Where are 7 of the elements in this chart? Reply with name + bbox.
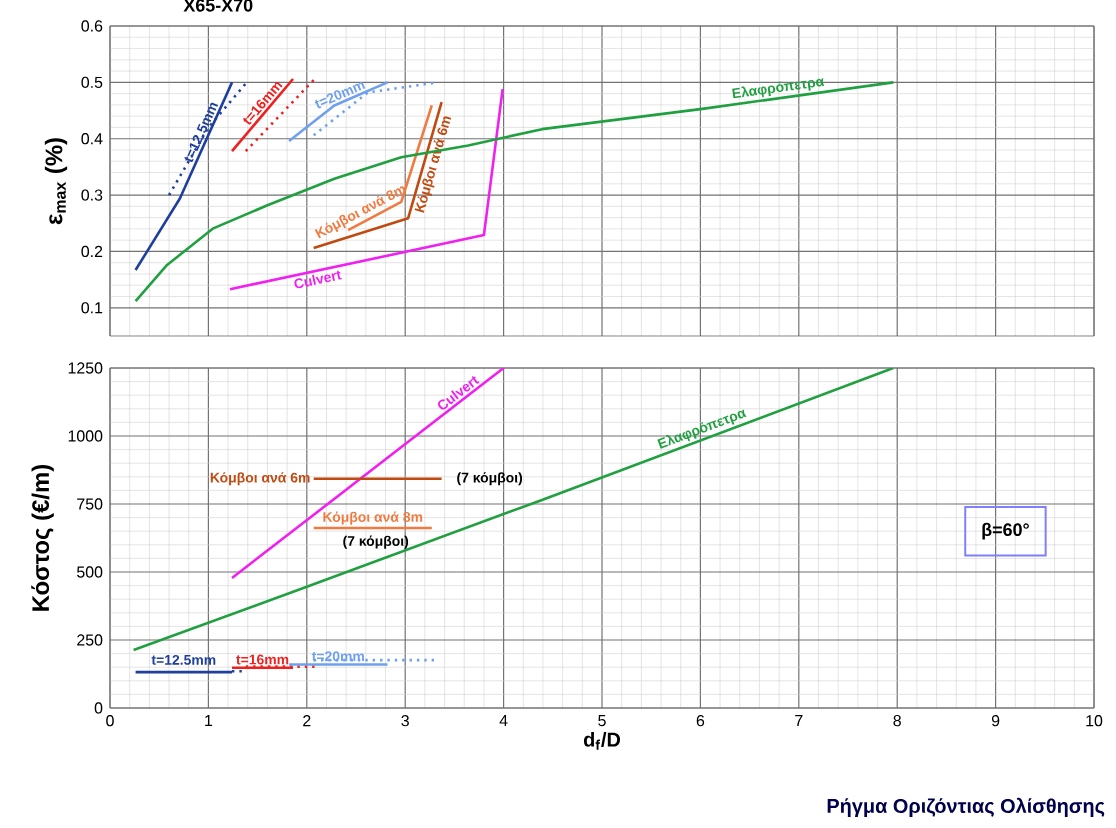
x-axis-title: d$_{f}$/D (583, 732, 621, 750)
y-axis-title: Κόστος (€/m) (31, 464, 54, 611)
y-axis-title: ε$_{max}$ (%) (44, 138, 68, 225)
annotation: β=60° (982, 522, 1029, 540)
line-series (134, 81, 895, 303)
text: Ρήγμα Οριζόντιας Ολίσθησης (827, 797, 1105, 817)
line-series (132, 368, 895, 652)
